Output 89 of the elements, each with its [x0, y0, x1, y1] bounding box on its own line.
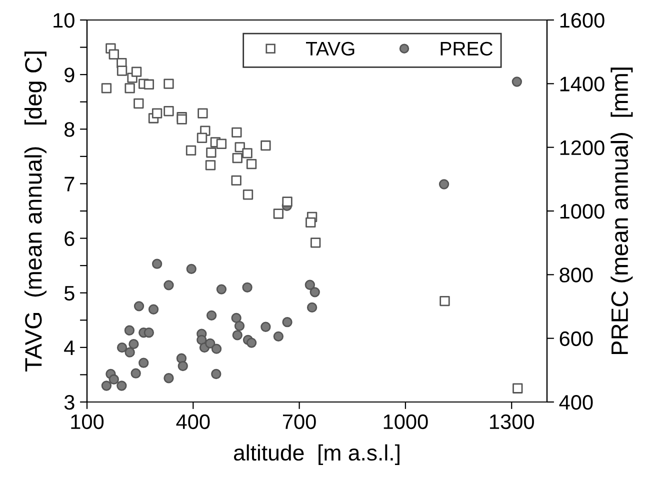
point	[216, 138, 227, 149]
point	[196, 132, 208, 143]
point	[206, 148, 216, 158]
point	[512, 76, 522, 87]
point	[198, 108, 208, 118]
point	[234, 320, 245, 332]
y-tick-label: 5	[64, 286, 74, 301]
point	[186, 145, 196, 156]
point	[306, 217, 316, 228]
x-tick-label: 700	[282, 414, 316, 430]
x-axis-title: altitude [m a.s.l.]	[234, 444, 400, 466]
y-tick-label: 9	[64, 68, 74, 82]
point	[134, 98, 144, 109]
point	[205, 160, 216, 170]
point	[310, 238, 321, 248]
y-tick-label: 6	[64, 231, 74, 246]
point	[246, 338, 257, 348]
point	[164, 373, 174, 384]
point	[148, 304, 159, 314]
x-tick-label: 1300	[490, 414, 534, 430]
point	[164, 106, 174, 116]
point	[242, 282, 252, 292]
point	[108, 49, 119, 60]
y2-tick-label: 1000	[560, 204, 604, 219]
y2-tick-label: 400	[559, 395, 593, 410]
point	[205, 338, 216, 349]
point	[144, 328, 154, 338]
point	[232, 152, 242, 164]
point	[232, 330, 242, 340]
point	[306, 302, 318, 313]
point	[128, 338, 139, 350]
y-tick-label: 3	[64, 395, 74, 410]
point	[231, 175, 242, 186]
point	[206, 310, 217, 320]
point	[131, 66, 142, 77]
x-tick-label: 100	[71, 414, 104, 430]
point	[164, 78, 174, 89]
point	[144, 79, 154, 90]
point	[242, 190, 254, 200]
point	[282, 196, 292, 207]
point	[124, 325, 135, 336]
point	[282, 317, 292, 328]
point	[440, 296, 450, 306]
legend-label: PREC	[440, 42, 493, 56]
point	[216, 284, 227, 294]
point	[152, 258, 162, 269]
point	[186, 264, 196, 274]
y-axis-title: TAVG (mean annual) [deg C]	[24, 52, 46, 372]
y-tick-label: 10	[54, 13, 74, 28]
point	[512, 383, 523, 394]
point	[116, 342, 128, 353]
legend-label: TAVG	[306, 42, 354, 56]
point	[124, 83, 135, 94]
point	[211, 368, 222, 380]
point	[304, 280, 316, 290]
y-tick-label: 8	[64, 122, 74, 137]
point	[260, 322, 271, 332]
point	[152, 108, 162, 118]
point	[273, 208, 284, 219]
point	[260, 140, 271, 151]
point	[108, 374, 119, 384]
y2-tick-label: 600	[560, 331, 593, 346]
y2-tick-label: 1200	[560, 140, 604, 156]
point	[116, 66, 128, 76]
y-tick-label: 4	[64, 340, 75, 355]
y-tick-label: 7	[64, 176, 74, 192]
point	[130, 368, 141, 378]
point	[231, 312, 242, 324]
point	[116, 380, 127, 391]
point	[211, 344, 222, 354]
point	[273, 331, 284, 342]
point	[101, 83, 112, 94]
y2-tick-label: 1400	[560, 76, 604, 92]
point	[232, 127, 242, 138]
x-tick-label: 400	[176, 414, 210, 430]
x-tick-label: 1000	[384, 414, 428, 430]
point	[134, 301, 144, 312]
point	[438, 179, 450, 190]
y2-tick-label: 800	[560, 268, 593, 282]
point	[124, 347, 135, 358]
point	[138, 358, 149, 368]
point	[242, 148, 252, 158]
point	[178, 360, 188, 372]
point	[164, 280, 174, 290]
y2-axis-title: PREC (mean annual) [mm]	[610, 68, 633, 354]
point	[101, 380, 112, 391]
point	[246, 158, 257, 170]
point	[310, 287, 320, 298]
y2-tick-label: 1600	[560, 13, 604, 28]
